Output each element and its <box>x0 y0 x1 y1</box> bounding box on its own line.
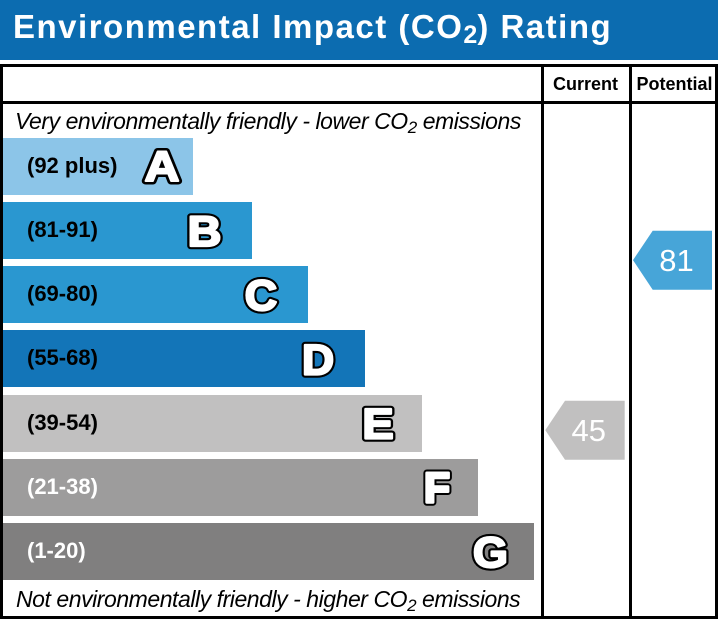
svg-text:G: G <box>473 529 508 577</box>
svg-text:B: B <box>188 209 222 256</box>
svg-text:F: F <box>424 466 450 513</box>
svg-text:45: 45 <box>571 413 605 448</box>
svg-text:E: E <box>362 401 393 448</box>
svg-text:G: G <box>473 529 508 577</box>
svg-text:C: C <box>245 272 277 320</box>
svg-text:D: D <box>302 337 334 384</box>
svg-text:A: A <box>145 143 180 191</box>
svg-text:B: B <box>188 209 222 256</box>
svg-text:81: 81 <box>659 243 693 278</box>
svg-text:D: D <box>302 337 334 384</box>
svg-text:F: F <box>424 466 450 513</box>
svg-text:A: A <box>145 143 180 191</box>
svg-text:E: E <box>362 401 393 448</box>
svg-text:C: C <box>245 272 277 320</box>
